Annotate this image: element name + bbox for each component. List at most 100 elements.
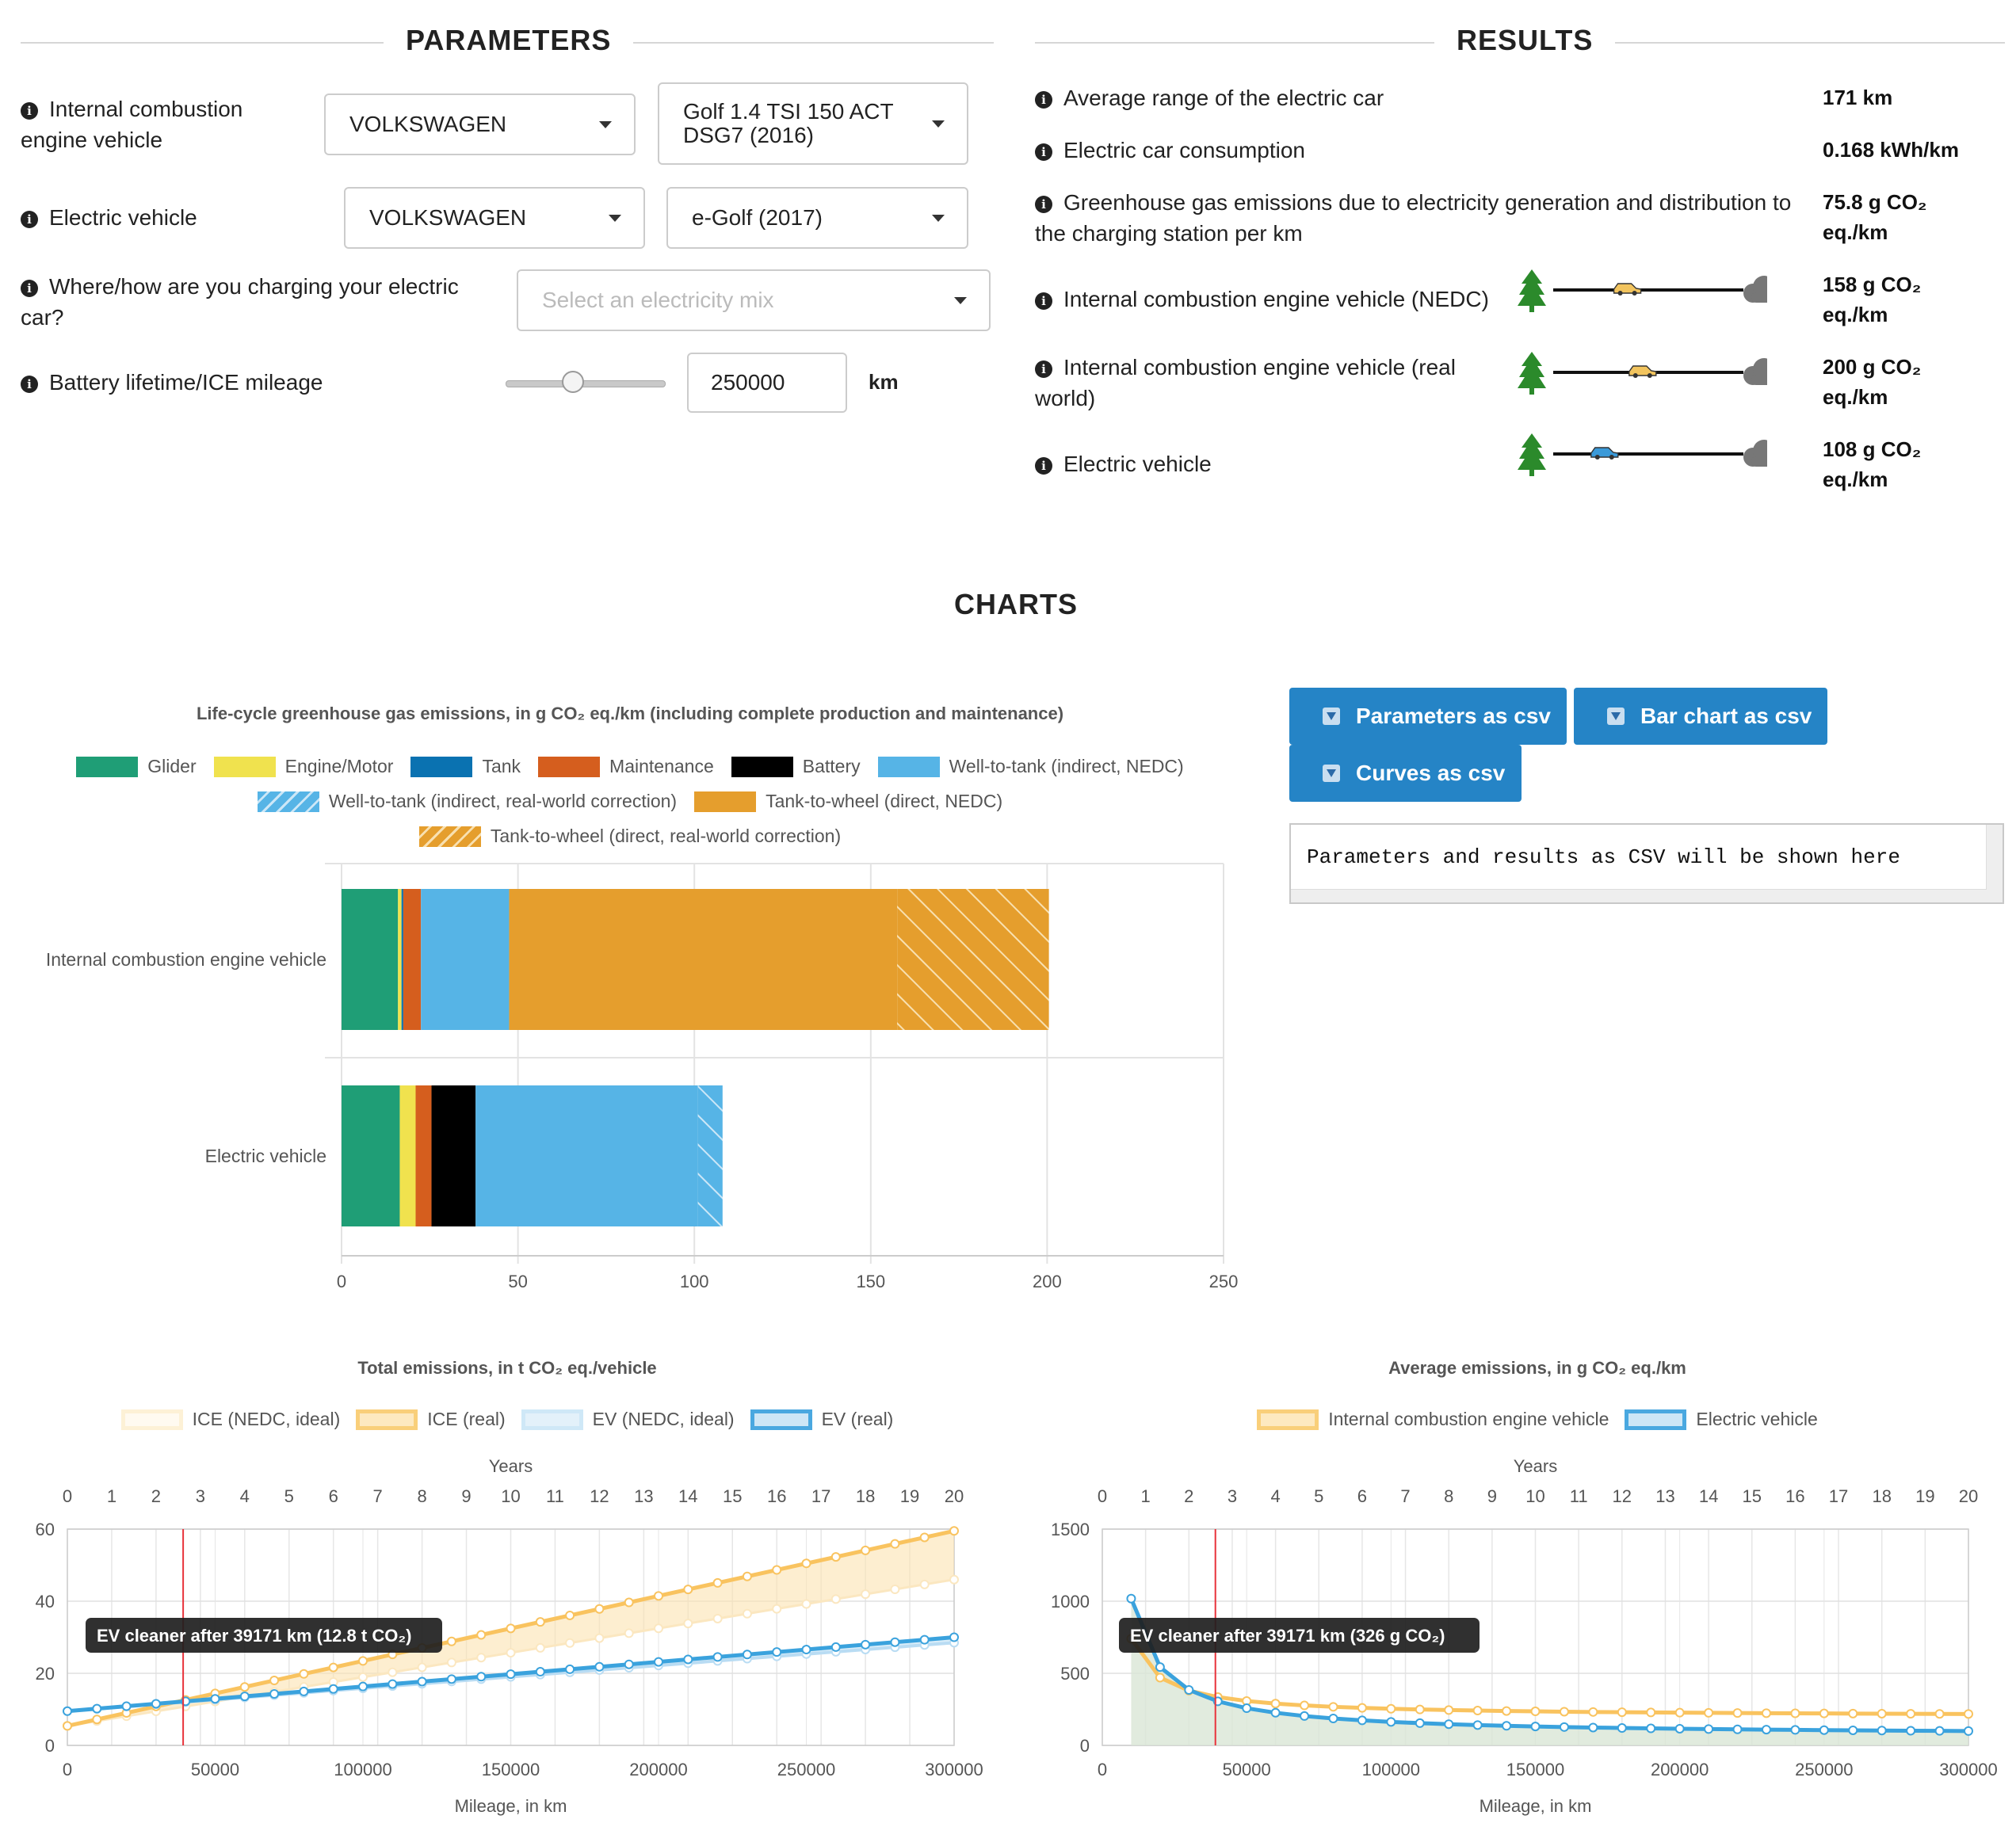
data-point [506,1648,516,1658]
year-tick-label: 13 [634,1486,653,1506]
info-icon[interactable]: i [1035,90,1052,109]
data-point [772,1604,782,1614]
total-chart-title: Total emissions, in t CO₂ eq./vehicle [357,1358,657,1378]
textarea-scrollbar-horizontal[interactable] [1291,889,1987,902]
electricity-mix-select[interactable]: Select an electricity mix [517,269,991,331]
legend-label: ICE (NEDC, ideal) [192,1409,341,1429]
data-point [801,1599,811,1609]
csv-output-textarea[interactable]: Parameters and results as CSV will be sh… [1289,823,2004,904]
year-tick-label: 19 [900,1486,919,1506]
legend-swatch [76,756,139,777]
data-point [1761,1725,1771,1735]
ev-brand-select[interactable]: VOLKSWAGEN [344,187,645,249]
chevron-down-icon [609,215,621,222]
data-point [919,1532,930,1543]
year-tick-label: 20 [1959,1486,1978,1506]
bar-chart-csv-label: Bar chart as csv [1640,704,1812,728]
legend-swatch [120,1409,183,1430]
data-point [417,1676,427,1687]
data-point [861,1639,871,1650]
bar-chart-csv-button[interactable]: Bar chart as csv [1574,688,1827,745]
data-point [1444,1705,1454,1715]
x-tick-label: 250000 [1795,1760,1853,1779]
legend-swatch [410,756,473,777]
battery-slider[interactable] [506,371,666,393]
bar-segment [421,889,510,1030]
battery-mileage-input[interactable]: 250000 [687,353,847,413]
data-point [358,1672,368,1682]
x-tick-label: 50000 [191,1760,239,1779]
battery-unit: km [869,370,899,394]
info-icon[interactable]: i [21,375,38,393]
y-tick-label: 500 [1060,1664,1090,1684]
legend-swatch [521,1409,583,1430]
ice-brand-select[interactable]: VOLKSWAGEN [324,93,636,155]
charging-label: i Where/how are you charging your electri… [21,271,459,333]
legend-item: Well-to-tank (indirect, NEDC) [877,756,1184,777]
data-point [92,1714,102,1725]
data-point [565,1638,575,1648]
data-point [1472,1706,1483,1716]
data-point [535,1667,545,1677]
legend-item: Battery [731,756,861,777]
info-icon[interactable]: i [1035,292,1052,310]
legend-label: Tank [482,756,521,776]
info-icon[interactable]: i [21,101,38,120]
y-tick-label: 0 [45,1736,55,1756]
year-tick-label: 9 [1487,1486,1497,1506]
y-tick-label: 40 [36,1592,55,1611]
x-tick-label: 0 [1098,1760,1107,1779]
data-point [712,1652,723,1662]
y-tick-label: 0 [1080,1736,1090,1756]
data-point [801,1558,811,1569]
ice-model-select[interactable]: Golf 1.4 TSI 150 ACT DSG7 (2016) [658,82,968,165]
car-icon-wheel [1647,373,1652,378]
legend-item: Tank [410,756,521,777]
info-icon[interactable]: i [1035,143,1052,161]
legend-row: Internal combustion engine vehicle Electr… [983,1409,2016,1430]
info-icon[interactable]: i [1035,195,1052,213]
data-point [1732,1724,1743,1734]
data-point [1444,1719,1454,1730]
info-icon[interactable]: i [1035,456,1052,475]
year-tick-label: 6 [329,1486,338,1506]
tree-icon-trunk [1529,470,1534,476]
slider-handle[interactable] [561,371,584,393]
data-point [1559,1707,1569,1717]
data-point [506,1669,516,1680]
legend-item: EV (NEDC, ideal) [521,1409,735,1430]
year-tick-label: 1 [1141,1486,1151,1506]
data-point [712,1613,723,1623]
data-point [1270,1707,1281,1718]
year-tick-label: 3 [1228,1486,1237,1506]
data-point [1530,1722,1541,1732]
data-point [1790,1725,1800,1735]
bar-segment [399,1085,416,1226]
info-icon[interactable]: i [21,279,38,297]
year-tick-label: 11 [546,1486,564,1506]
data-point [861,1545,871,1555]
data-point [712,1577,723,1588]
textarea-scrollbar[interactable] [1986,825,2003,902]
car-icon-wheel [1632,291,1637,296]
data-point [63,1721,72,1731]
ev-model-value: e-Golf (2017) [692,205,823,230]
ev-value-line1: 108 g CO₂ [1823,437,1922,461]
curves-csv-button[interactable]: Curves as csv [1289,745,1522,802]
legend-row: Tank-to-wheel (direct, real-world correc… [404,826,856,847]
legend-label: Glider [147,756,197,776]
data-point [1617,1723,1627,1734]
year-tick-label: 14 [678,1486,697,1506]
battery-label-text: Battery lifetime/ICE mileage [49,370,323,395]
info-icon[interactable]: i [21,210,38,228]
ev-model-select[interactable]: e-Golf (2017) [666,187,968,249]
x-tick-label: 300000 [925,1760,983,1779]
year-tick-label: 0 [63,1486,72,1506]
parameters-csv-button[interactable]: Parameters as csv [1289,688,1567,745]
year-tick-label: 1 [107,1486,116,1506]
legend-item: Maintenance [538,756,714,777]
year-tick-label: 2 [1184,1486,1193,1506]
info-icon[interactable]: i [1035,360,1052,378]
data-point [830,1594,841,1604]
